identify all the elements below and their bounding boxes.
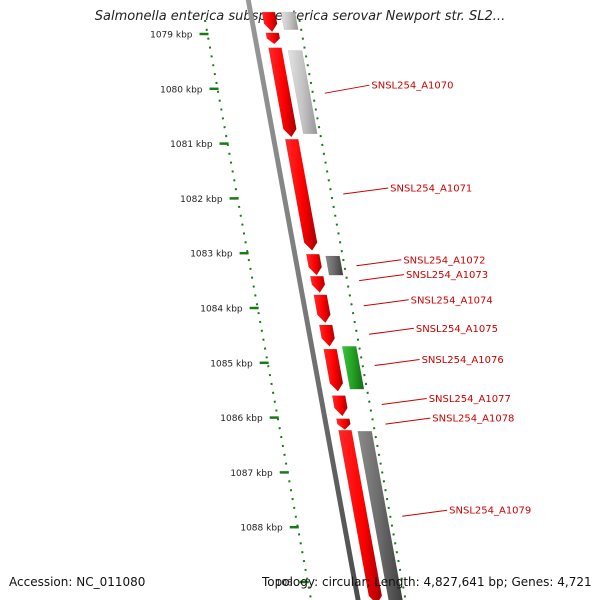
forward-gene-arrow[interactable] (336, 418, 351, 430)
scale-tick-label: 1083 kbp (190, 250, 233, 260)
forward-gene-arrow[interactable] (268, 47, 297, 138)
scale-tick-label: 1080 kbp (160, 85, 203, 95)
forward-gene-arrow[interactable] (310, 275, 326, 294)
forward-gene-arrow[interactable] (306, 254, 322, 276)
forward-gene-arrow[interactable] (265, 32, 281, 45)
topology-summary: Topology: circular; Length: 4,827,641 bp… (262, 575, 592, 589)
label-leader-line (363, 299, 409, 307)
scale-tick-label: 1085 kbp (210, 359, 253, 369)
outer-dotted-line (298, 19, 407, 600)
label-leader-line (402, 509, 448, 517)
gene-label[interactable]: SNSL254_A1079 (449, 506, 531, 517)
accession-text: Accession: NC_011080 (9, 575, 146, 589)
forward-gene-arrow[interactable] (318, 324, 335, 347)
map-title: Salmonella enterica subsp. enterica sero… (94, 9, 506, 24)
forward-gene-arrow[interactable] (323, 348, 344, 392)
reverse-gene-block[interactable] (287, 50, 318, 134)
backbone-track (245, 0, 361, 600)
label-leader-line (381, 397, 427, 405)
scale-tick-label: 1086 kbp (220, 414, 263, 424)
gene-label[interactable]: SNSL254_A1075 (416, 324, 498, 335)
label-layer: SNSL254_A1070 SNSL254_A1071 SNSL254_A1072 S… (324, 81, 531, 517)
scale-tick-label: 1084 kbp (200, 305, 243, 315)
label-leader-line (385, 417, 431, 425)
scale-tick-label: 1082 kbp (180, 195, 223, 205)
label-leader-line (374, 359, 420, 367)
gene-label[interactable]: SNSL254_A1072 (403, 255, 485, 266)
backbone (245, 0, 361, 600)
label-leader-line (368, 327, 414, 335)
gene-label[interactable]: SNSL254_A1077 (429, 394, 511, 405)
scale-tick-label: 1087 kbp (230, 469, 273, 479)
gene-label[interactable]: SNSL254_A1073 (406, 270, 488, 281)
gene-label[interactable]: SNSL254_A1074 (411, 295, 493, 306)
rna-gene-block[interactable] (341, 346, 365, 390)
gene-label[interactable]: SNSL254_A1070 (371, 81, 453, 92)
gene-label[interactable]: SNSL254_A1071 (390, 184, 472, 195)
reverse-gene-block[interactable] (357, 431, 404, 600)
forward-gene-arrow[interactable] (261, 11, 278, 33)
label-leader-line (359, 274, 405, 282)
feature-track (261, 11, 404, 600)
scale-tick-label: 1088 kbp (240, 524, 283, 534)
label-leader-line (356, 259, 402, 267)
gene-label[interactable]: SNSL254_A1076 (422, 355, 504, 366)
scale-track: 1079 kbp 1080 kbp 1081 kbp 1082 kbp 1083 kbp… (150, 19, 407, 600)
scale-tick-label: 1081 kbp (170, 140, 213, 150)
scale-tick-label: 108 (276, 579, 293, 589)
gene-label[interactable]: SNSL254_A1078 (432, 414, 514, 425)
forward-gene-arrow[interactable] (284, 138, 318, 251)
forward-gene-arrow[interactable] (313, 294, 331, 324)
label-leader-line (343, 187, 389, 195)
scale-tick-label: 1079 kbp (150, 31, 193, 41)
label-leader-line (324, 84, 370, 94)
reverse-gene-block[interactable] (280, 11, 299, 30)
forward-gene-arrow[interactable] (331, 395, 348, 417)
reverse-gene-block[interactable] (325, 255, 344, 276)
